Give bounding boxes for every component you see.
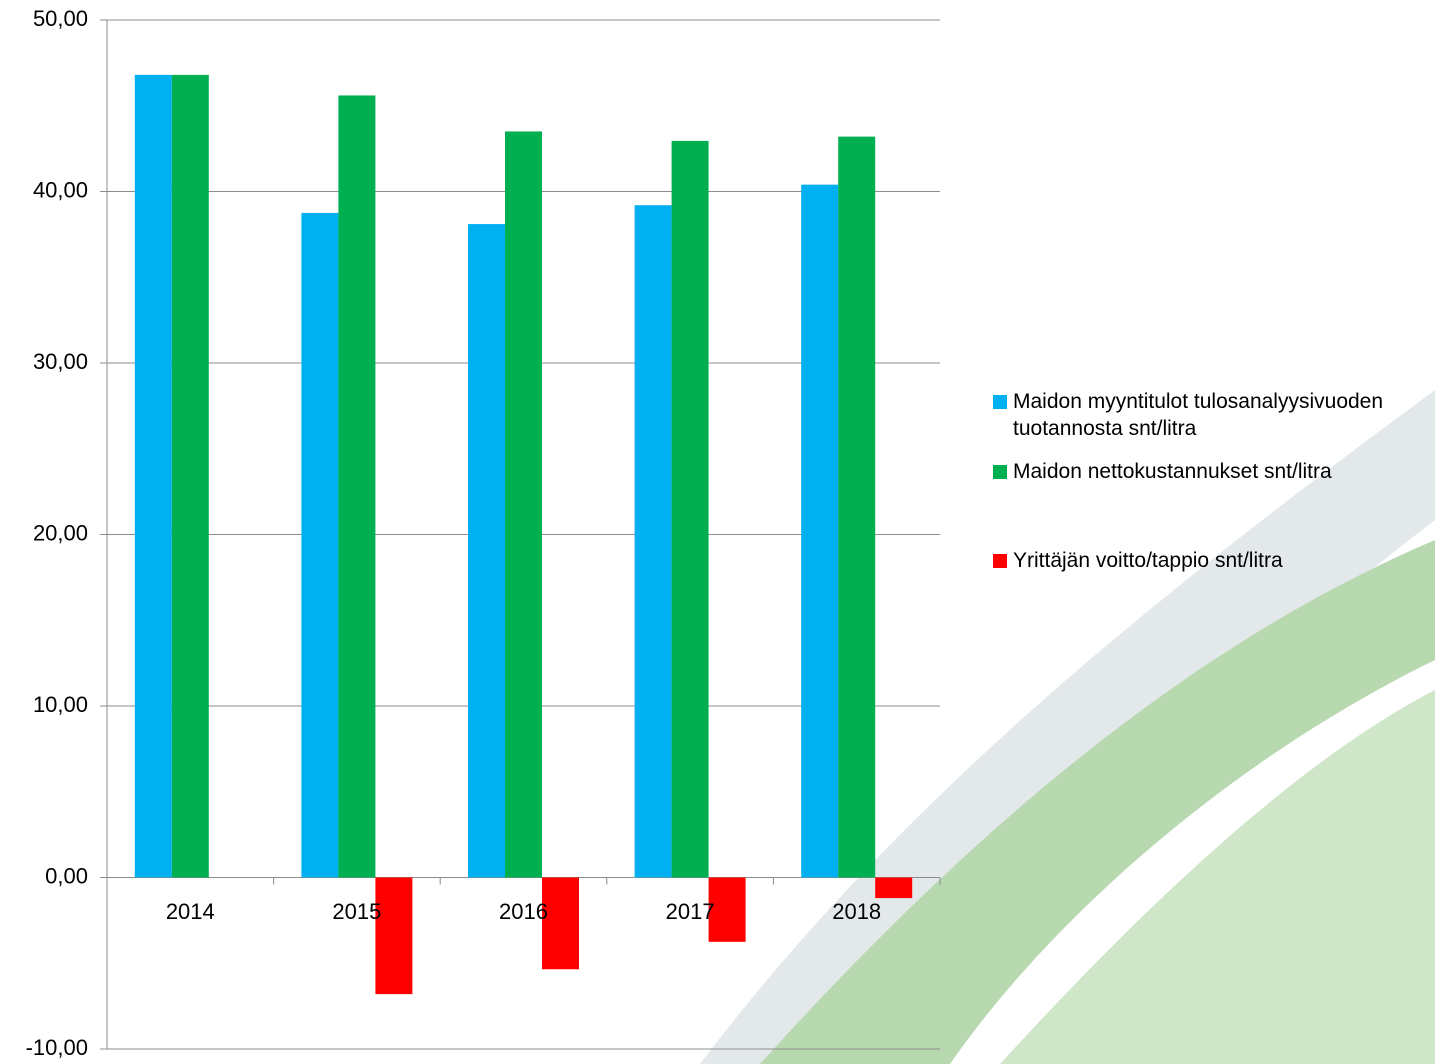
x-tick-label: 2017: [666, 899, 715, 924]
bar: [134, 74, 172, 878]
x-tick-label: 2018: [832, 899, 881, 924]
y-tick-label: -10,00: [26, 1035, 88, 1060]
legend-item: Yrittäjän voitto/tappio snt/litra: [993, 547, 1423, 574]
bar: [838, 136, 876, 878]
legend-swatch: [993, 554, 1007, 568]
bar: [708, 877, 746, 942]
x-tick-label: 2014: [166, 899, 215, 924]
legend-swatch: [993, 465, 1007, 479]
x-tick-label: 2015: [332, 899, 381, 924]
bar: [338, 95, 376, 878]
bar: [671, 140, 709, 878]
legend-swatch: [993, 395, 1007, 409]
bar: [301, 212, 339, 878]
y-tick-label: 20,00: [33, 520, 88, 545]
y-tick-label: 40,00: [33, 177, 88, 202]
x-tick-label: 2016: [499, 899, 548, 924]
legend-item: Maidon nettokustannukset snt/litra: [993, 458, 1423, 485]
y-tick-label: 10,00: [33, 692, 88, 717]
y-tick-label: 0,00: [45, 863, 88, 888]
bar: [542, 877, 579, 970]
y-tick-label: 30,00: [33, 349, 88, 374]
bar: [801, 184, 839, 878]
legend-label: Yrittäjän voitto/tappio snt/litra: [1013, 549, 1283, 572]
legend-label: Maidon nettokustannukset snt/litra: [1013, 460, 1332, 483]
bar: [634, 205, 672, 878]
legend-label: Maidon myyntitulot tulosanalyysivuoden t…: [1013, 390, 1384, 440]
y-tick-label: 50,00: [33, 6, 88, 31]
bar: [375, 877, 413, 995]
bar: [171, 74, 209, 878]
legend-item: Maidon myyntitulot tulosanalyysivuoden t…: [993, 388, 1423, 442]
bar: [505, 131, 542, 878]
bar: [468, 224, 505, 878]
legend: Maidon myyntitulot tulosanalyysivuoden t…: [993, 388, 1423, 574]
bar: [875, 877, 913, 899]
